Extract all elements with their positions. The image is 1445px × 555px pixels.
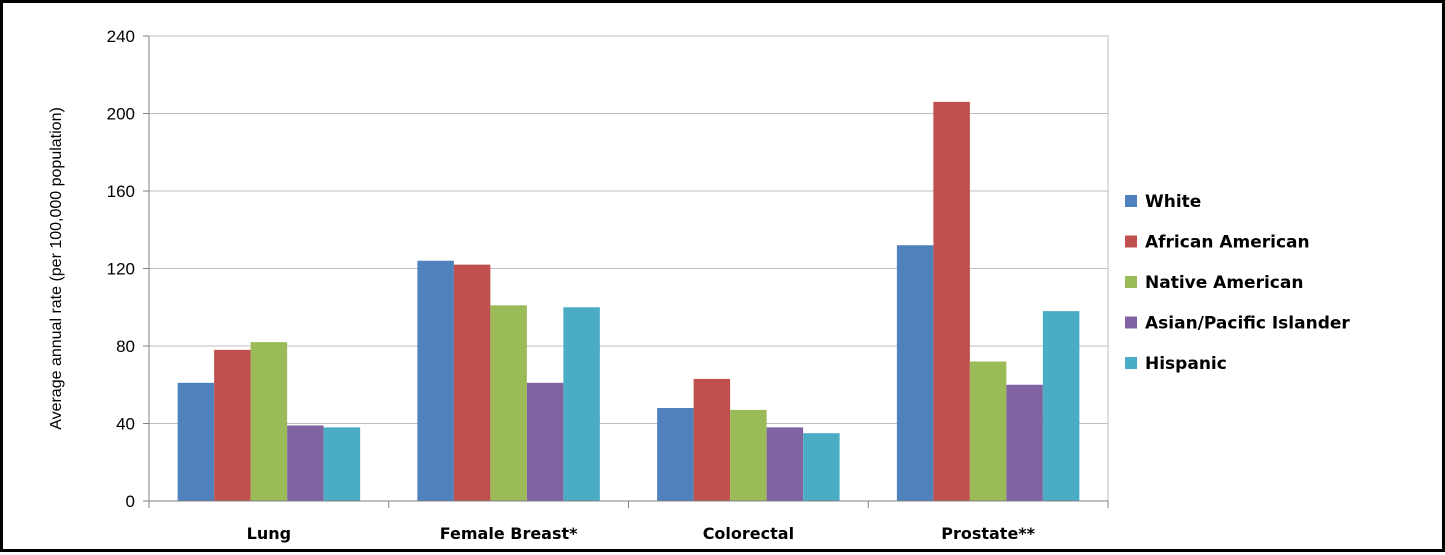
bar-lung-asian-pacific-islander [287, 425, 324, 501]
legend-label-white: White [1145, 192, 1201, 212]
x-category-label: Female Breast* [440, 524, 578, 543]
legend-label-african-american: African American [1145, 233, 1310, 253]
bar-chart: 0 40 80 120 160 200 240 Lung Female Breast* Colo… [48, 27, 1350, 543]
bar-lung-native-american [250, 342, 288, 501]
legend-label-native-american: Native American [1145, 273, 1303, 293]
y-tick-label: 240 [107, 27, 135, 46]
legend-swatch-asian-pacific-islander [1125, 316, 1137, 329]
y-tick-label: 200 [107, 105, 135, 124]
legend-swatch-native-american [1125, 276, 1137, 288]
bar-prostate-hispanic [1042, 311, 1080, 501]
y-tick-label: 160 [107, 182, 135, 201]
y-tick-labels: 0 40 80 120 160 200 240 [107, 27, 135, 511]
bar-lung-hispanic [323, 427, 361, 501]
bar-colorectal-white [657, 408, 694, 501]
bar-colorectal-native-american [730, 409, 767, 501]
legend-label-asian-pacific-islander: Asian/Pacific Islander [1145, 314, 1350, 334]
bar-female-breast-hispanic [563, 307, 600, 501]
bar-prostate-african-american [933, 101, 970, 501]
legend: White African American Native American Asia… [1125, 192, 1350, 374]
y-axis-title: Average annual rate (per 100,000 populat… [48, 107, 65, 430]
bar-female-breast-african-american [453, 264, 491, 501]
y-tick-label: 0 [126, 492, 135, 511]
bar-colorectal-african-american [693, 378, 731, 501]
bar-colorectal-asian-pacific-islander [766, 427, 804, 501]
bar-colorectal-hispanic [803, 433, 840, 501]
legend-label-hispanic: Hispanic [1145, 354, 1227, 374]
x-category-labels: Lung Female Breast* Colorectal Prostate** [247, 524, 1036, 543]
y-tick-label: 40 [116, 415, 135, 434]
y-tick-label: 80 [116, 337, 135, 356]
bar-lung-white [177, 382, 215, 501]
bar-female-breast-asian-pacific-islander [526, 382, 564, 501]
bar-female-breast-white [417, 260, 454, 501]
legend-swatch-hispanic [1125, 357, 1137, 369]
y-tick-label: 120 [107, 260, 135, 279]
bar-lung-african-american [214, 349, 251, 501]
bar-prostate-native-american [969, 361, 1007, 501]
bar-prostate-asian-pacific-islander [1006, 384, 1043, 501]
x-category-label: Lung [247, 524, 291, 543]
bar-female-breast-native-american [490, 305, 527, 501]
bar-prostate-white [896, 245, 934, 501]
legend-swatch-white [1125, 195, 1137, 207]
legend-swatch-african-american [1125, 235, 1137, 248]
bars [177, 101, 1080, 501]
x-category-label: Colorectal [703, 524, 794, 543]
x-category-label: Prostate** [941, 524, 1035, 543]
axes [143, 35, 1109, 508]
